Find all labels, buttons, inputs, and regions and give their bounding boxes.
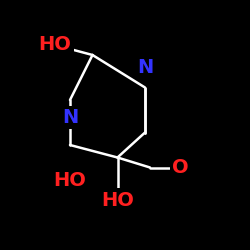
Text: HO: HO (54, 170, 86, 190)
Text: HO: HO (101, 190, 134, 210)
Text: O: O (172, 158, 188, 177)
Text: N: N (62, 108, 78, 127)
Text: HO: HO (38, 36, 72, 54)
Text: N: N (137, 58, 153, 77)
